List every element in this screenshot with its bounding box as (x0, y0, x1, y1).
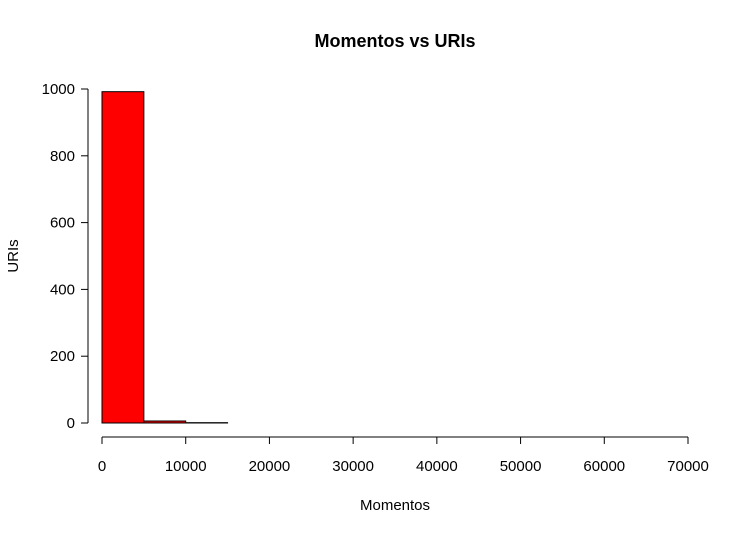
y-axis: 0 200 400 600 800 1000 (42, 81, 89, 432)
x-tick-label-3: 30000 (332, 458, 374, 475)
y-tick-label-0: 0 (67, 415, 75, 432)
x-axis: 0 10000 20000 30000 40000 50000 60000 70000 (98, 436, 709, 475)
x-tick-label-5: 50000 (500, 458, 542, 475)
y-tick-label-5: 1000 (42, 81, 75, 98)
y-tick-label-1: 200 (50, 348, 75, 365)
histogram-bar-1 (143, 420, 187, 424)
bars-group (101, 91, 229, 424)
x-tick-label-6: 60000 (583, 458, 625, 475)
y-tick-label-2: 400 (50, 281, 75, 298)
y-tick-label-3: 600 (50, 215, 75, 232)
x-tick-label-7: 70000 (667, 458, 709, 475)
x-tick-label-1: 10000 (165, 458, 207, 475)
x-tick-label-4: 40000 (416, 458, 458, 475)
histogram-bar-0 (101, 91, 145, 424)
x-tick-label-0: 0 (98, 458, 106, 475)
x-axis-label: Momentos (360, 497, 430, 514)
chart-title: Momentos vs URIs (314, 31, 475, 51)
y-tick-label-4: 800 (50, 148, 75, 165)
x-tick-label-2: 20000 (249, 458, 291, 475)
y-axis-label: URIs (5, 239, 22, 272)
